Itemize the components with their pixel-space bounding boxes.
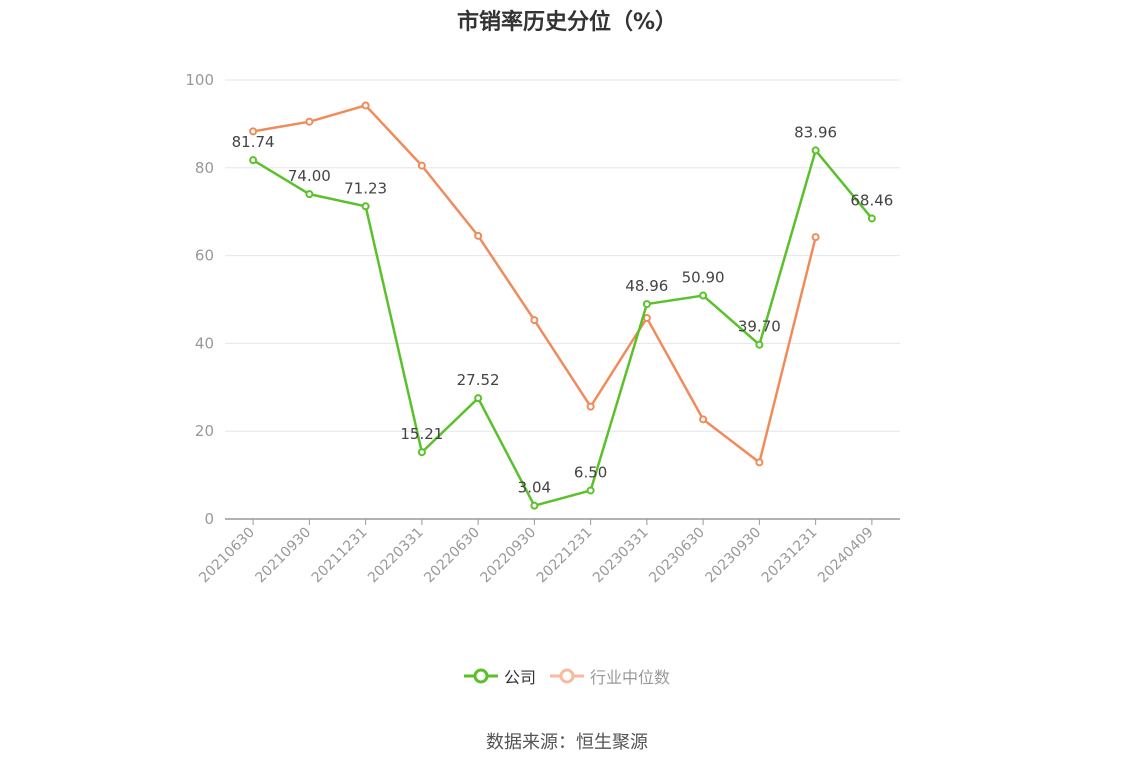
x-tick-label: 20240409 bbox=[815, 525, 877, 587]
data-label: 50.90 bbox=[682, 269, 725, 287]
y-tick-label: 80 bbox=[195, 159, 214, 177]
data-point bbox=[699, 415, 708, 424]
series-line-1 bbox=[252, 104, 817, 464]
data-point bbox=[530, 316, 539, 325]
data-label: 48.96 bbox=[625, 277, 668, 295]
data-source: 数据来源：恒生聚源 bbox=[486, 732, 648, 753]
data-point bbox=[361, 101, 370, 110]
data-label: 71.23 bbox=[344, 179, 387, 197]
legend-item-industry-median[interactable]: 行业中位数 bbox=[550, 664, 670, 688]
x-tick-label: 20220930 bbox=[477, 525, 539, 587]
grid-lines bbox=[225, 79, 900, 432]
series-layer bbox=[249, 101, 876, 510]
legend-marker-industry-icon bbox=[550, 668, 584, 684]
data-point bbox=[417, 448, 426, 457]
x-tick-label: 20230630 bbox=[646, 525, 708, 587]
data-point bbox=[642, 313, 651, 322]
y-tick-label: 40 bbox=[195, 334, 214, 352]
y-tick-label: 20 bbox=[195, 422, 214, 440]
data-point bbox=[361, 202, 370, 211]
data-label: 81.74 bbox=[232, 133, 275, 151]
x-tick-label: 20210930 bbox=[252, 525, 314, 587]
series-line-0 bbox=[252, 149, 873, 507]
x-tick-label: 20230331 bbox=[590, 525, 652, 587]
x-tick-label: 20230930 bbox=[702, 525, 764, 587]
legend-item-company[interactable]: 公司 bbox=[463, 664, 536, 688]
chart-title: 市销率历史分位（%） bbox=[456, 10, 678, 35]
x-tick-label: 20221231 bbox=[534, 525, 596, 587]
data-point bbox=[305, 117, 314, 126]
data-point bbox=[699, 291, 708, 300]
data-point bbox=[867, 214, 876, 223]
legend-label-company: 公司 bbox=[503, 668, 536, 687]
data-point bbox=[249, 127, 258, 136]
x-tick-label: 20220331 bbox=[365, 525, 427, 587]
legend: 公司 行业中位数 bbox=[0, 664, 1134, 688]
data-label: 27.52 bbox=[457, 371, 500, 389]
data-label: 39.70 bbox=[738, 318, 781, 336]
data-label: 6.50 bbox=[574, 463, 607, 481]
data-point bbox=[811, 233, 820, 242]
x-tick-label: 20220630 bbox=[421, 525, 483, 587]
x-tick-label: 20231231 bbox=[759, 525, 821, 587]
data-label: 68.46 bbox=[850, 191, 893, 209]
data-point bbox=[530, 501, 539, 510]
data-label: 3.04 bbox=[518, 479, 551, 497]
y-tick-label: 0 bbox=[204, 510, 214, 528]
legend-marker-company-icon bbox=[463, 668, 498, 684]
data-label: 74.00 bbox=[288, 167, 331, 185]
data-label: 83.96 bbox=[794, 123, 837, 141]
data-point bbox=[249, 156, 258, 165]
legend-label-industry-median: 行业中位数 bbox=[590, 668, 671, 687]
data-point bbox=[811, 146, 820, 155]
data-label: 15.21 bbox=[400, 425, 443, 443]
x-tick-label: 20211231 bbox=[309, 525, 371, 587]
data-labels: 81.74 74.00 71.23 15.21 27.52 3.04 6.50 48.96 50… bbox=[232, 123, 894, 496]
x-tick-label: 20210630 bbox=[196, 525, 258, 587]
y-tick-label: 60 bbox=[195, 247, 214, 265]
data-point bbox=[755, 340, 764, 349]
data-point bbox=[474, 231, 483, 240]
data-point bbox=[474, 394, 483, 403]
y-tick-label: 100 bbox=[185, 71, 214, 89]
data-point bbox=[755, 458, 764, 467]
data-point bbox=[305, 190, 314, 199]
data-point bbox=[642, 300, 651, 309]
data-point bbox=[586, 402, 595, 411]
data-point bbox=[417, 161, 426, 170]
data-point bbox=[586, 486, 595, 495]
